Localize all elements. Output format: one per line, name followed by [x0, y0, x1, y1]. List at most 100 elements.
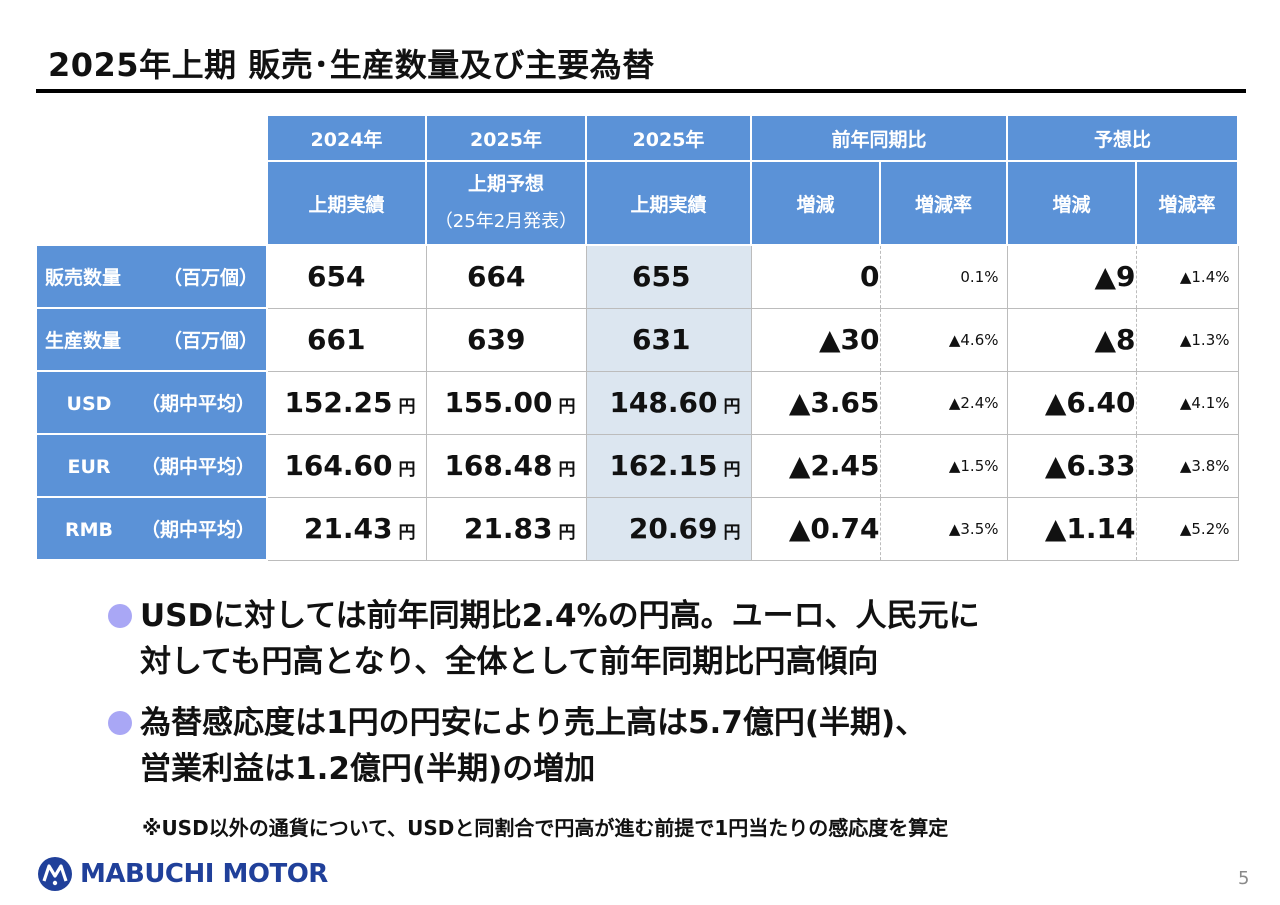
yoy-rate: ▲1.5%: [879, 433, 1008, 498]
value-number: 20.69: [628, 512, 718, 545]
table-row: EUR （期中平均） 164.60 円 168.48 円 162.15 円 ▲2.45 …: [35, 433, 1239, 498]
value-2025-actual: 162.15 円: [585, 433, 752, 498]
row-label-name: EUR: [67, 456, 111, 478]
subheader-forecast-line2: （25年2月発表）: [434, 211, 578, 232]
fc-rate: ▲5.2%: [1135, 496, 1239, 561]
header-vs-forecast: 予想比: [1006, 114, 1239, 162]
value-2024: 152.25 円: [266, 370, 427, 435]
footnote: ※USD以外の通貨について、USDと同割合で円高が進む前提で1円当たりの感応度を…: [142, 816, 949, 840]
row-label-name: 販売数量: [45, 267, 122, 289]
bullet-line: 営業利益は1.2億円(半期)の増加: [140, 751, 596, 787]
bullet-dot-icon: [108, 604, 132, 628]
bullet-dot-icon: [108, 711, 132, 735]
yoy-diff: ▲0.74: [750, 496, 881, 561]
yoy-rate: ▲4.6%: [879, 307, 1008, 372]
fc-rate: ▲3.8%: [1135, 433, 1239, 498]
fc-rate: ▲1.4%: [1135, 244, 1239, 309]
results-table: 2024年 2025年 2025年 前年同期比 予想比 上期実績 上期予想 （2…: [35, 114, 1239, 561]
yoy-rate: 0.1%: [879, 244, 1008, 309]
value-2025-actual: 631: [585, 307, 752, 372]
value-number: 162.15: [609, 449, 718, 482]
value-2025-actual: 655: [585, 244, 752, 309]
yen-unit: 円: [723, 460, 741, 480]
yen-unit: 円: [723, 397, 741, 417]
yen-unit: 円: [398, 397, 416, 417]
yen-unit: 円: [398, 523, 416, 543]
fc-rate: ▲4.1%: [1135, 370, 1239, 435]
subheader-forecast-line1: 上期予想: [467, 173, 544, 195]
page-number: 5: [1238, 868, 1250, 889]
value-number: 148.60: [609, 386, 718, 419]
fc-diff: ▲1.14: [1006, 496, 1137, 561]
bullet-item: 為替感応度は1円の円安により売上高は5.7億円(半期)、 営業利益は1.2億円(…: [108, 700, 980, 792]
header-2024: 2024年: [266, 114, 427, 162]
table-row: 生産数量 （百万個） 661 639 631 ▲30 ▲4.6% ▲8 ▲1.3%: [35, 307, 1239, 372]
value-2024: 654: [266, 244, 427, 309]
value-number: 21.43: [303, 512, 393, 545]
fc-diff: ▲8: [1006, 307, 1137, 372]
fc-diff: ▲6.40: [1006, 370, 1137, 435]
row-label-name: RMB: [64, 519, 114, 541]
bullet-line: 為替感応度は1円の円安により売上高は5.7億円(半期)、: [140, 705, 927, 741]
subheader-fc-rate: 増減率: [1135, 160, 1239, 246]
value-2025-forecast: 664: [425, 244, 587, 309]
bullet-item: USDに対しては前年同期比2.4%の円高。ユーロ、人民元に 対しても円高となり、…: [108, 593, 980, 685]
yoy-diff: 0: [750, 244, 881, 309]
logo-text: MABUCHI MOTOR: [80, 859, 328, 889]
row-label: EUR （期中平均）: [35, 433, 268, 498]
yen-unit: 円: [558, 523, 576, 543]
company-logo: MABUCHI MOTOR: [36, 856, 328, 892]
value-number: 164.60: [284, 449, 393, 482]
yen-unit: 円: [558, 397, 576, 417]
yoy-diff: ▲2.45: [750, 433, 881, 498]
value-2024: 164.60 円: [266, 433, 427, 498]
value-number: 155.00: [444, 386, 553, 419]
value-2025-forecast: 168.48 円: [425, 433, 587, 498]
row-label-name: USD: [66, 393, 112, 415]
subheader-2024-actual: 上期実績: [266, 160, 427, 246]
subheader-yoy-rate: 増減率: [879, 160, 1008, 246]
yoy-diff: ▲3.65: [750, 370, 881, 435]
table-row: 販売数量 （百万個） 654 664 655 0 0.1% ▲9 ▲1.4%: [35, 244, 1239, 309]
row-label: RMB （期中平均）: [35, 496, 268, 561]
yen-unit: 円: [398, 460, 416, 480]
row-label-unit: （期中平均）: [141, 393, 256, 415]
header-2025-forecast: 2025年: [425, 114, 587, 162]
value-number: 21.83: [463, 512, 553, 545]
value-2025-forecast: 21.83 円: [425, 496, 587, 561]
row-label-unit: （期中平均）: [141, 456, 256, 478]
subheader-2025-actual: 上期実績: [585, 160, 752, 246]
fc-diff: ▲6.33: [1006, 433, 1137, 498]
yen-unit: 円: [558, 460, 576, 480]
row-label: 販売数量 （百万個）: [35, 244, 268, 309]
page-title: 2025年上期 販売･生産数量及び主要為替: [48, 46, 655, 84]
table-row: USD （期中平均） 152.25 円 155.00 円 148.60 円 ▲3.65 …: [35, 370, 1239, 435]
table-corner: [36, 115, 267, 245]
row-label-name: 生産数量: [45, 330, 122, 352]
value-number: 168.48: [444, 449, 553, 482]
subheader-yoy-diff: 増減: [750, 160, 881, 246]
row-label-unit: （期中平均）: [141, 519, 256, 541]
header-2025-actual: 2025年: [585, 114, 752, 162]
mabuchi-logo-icon: [38, 857, 72, 891]
yoy-diff: ▲30: [750, 307, 881, 372]
header-yoy: 前年同期比: [750, 114, 1008, 162]
row-label-unit: （百万個）: [163, 267, 259, 289]
value-2024: 661: [266, 307, 427, 372]
yoy-rate: ▲2.4%: [879, 370, 1008, 435]
value-2025-forecast: 639: [425, 307, 587, 372]
subheader-fc-diff: 増減: [1006, 160, 1137, 246]
value-2025-actual: 20.69 円: [585, 496, 752, 561]
row-label: 生産数量 （百万個）: [35, 307, 268, 372]
value-number: 152.25: [284, 386, 393, 419]
bullet-line: 対しても円高となり、全体として前年同期比円高傾向: [140, 644, 879, 680]
fc-rate: ▲1.3%: [1135, 307, 1239, 372]
fc-diff: ▲9: [1006, 244, 1137, 309]
row-label: USD （期中平均）: [35, 370, 268, 435]
value-2025-actual: 148.60 円: [585, 370, 752, 435]
value-2025-forecast: 155.00 円: [425, 370, 587, 435]
value-2024: 21.43 円: [266, 496, 427, 561]
title-underline: [36, 89, 1246, 93]
bullet-line: USDに対しては前年同期比2.4%の円高。ユーロ、人民元に: [140, 598, 980, 634]
table-row: RMB （期中平均） 21.43 円 21.83 円 20.69 円 ▲0.74 ▲3.…: [35, 496, 1239, 561]
